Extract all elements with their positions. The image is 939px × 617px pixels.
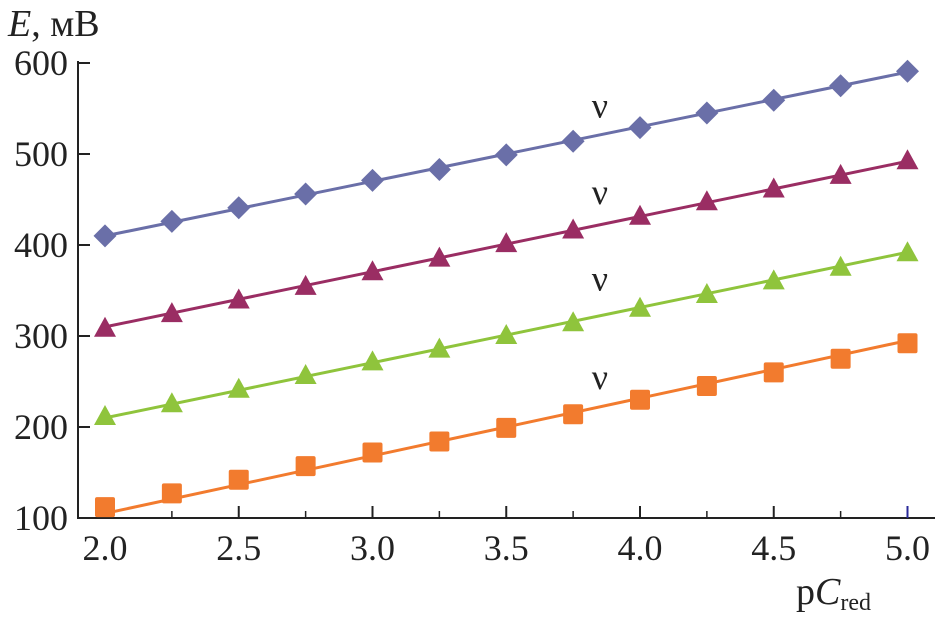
point-series-2 — [829, 163, 852, 184]
data-markers — [93, 59, 919, 518]
point-series-2 — [629, 204, 651, 225]
point-series-2 — [495, 232, 518, 253]
point-series-1 — [160, 209, 184, 233]
x-tick-label: 5.0 — [885, 528, 930, 568]
point-series-4 — [228, 469, 249, 490]
point-series-4 — [696, 376, 717, 397]
x-axis-title-prefix: p — [796, 571, 815, 613]
series-label-3: ν — [592, 259, 608, 299]
point-series-1 — [427, 157, 451, 181]
x-tick-label: 3.5 — [484, 528, 529, 568]
point-series-1 — [561, 129, 585, 153]
point-series-2 — [361, 260, 384, 281]
point-series-3 — [160, 392, 183, 413]
point-series-3 — [495, 324, 518, 344]
point-series-3 — [896, 241, 919, 262]
point-series-1 — [762, 88, 786, 112]
point-series-3 — [562, 311, 585, 332]
x-axis-title: pCred — [796, 571, 871, 616]
y-axis-title-symbol: E — [7, 3, 31, 45]
point-series-2 — [160, 302, 183, 323]
point-series-4 — [563, 404, 584, 425]
series-labels: ν ν ν ν — [592, 86, 608, 397]
point-series-2 — [94, 316, 116, 337]
point-series-4 — [897, 333, 918, 354]
point-series-3 — [695, 283, 718, 304]
fit-lines — [104, 70, 908, 515]
point-series-1 — [829, 74, 853, 98]
point-series-1 — [494, 143, 518, 167]
x-tick-label: 4.5 — [751, 528, 796, 568]
point-series-4 — [830, 348, 851, 369]
y-tick-label: 300 — [14, 316, 68, 356]
x-axis-title-symbol: C — [815, 571, 841, 613]
y-axis-title: E, мВ — [7, 3, 100, 45]
axes: 100 200 300 400 500 600 2.0 2.5 3.0 3.5 4.0 4.5 5.0 — [14, 43, 935, 568]
point-series-3 — [227, 377, 250, 398]
point-series-3 — [829, 255, 852, 276]
y-tick-label: 100 — [14, 498, 68, 538]
point-series-1 — [628, 116, 652, 140]
x-tick-label: 2.0 — [83, 528, 128, 568]
point-series-4 — [496, 417, 517, 438]
point-series-1 — [361, 168, 384, 192]
point-series-1 — [695, 101, 719, 125]
point-series-4 — [362, 442, 383, 463]
series-label-4: ν — [592, 357, 608, 397]
point-series-1 — [294, 182, 318, 206]
point-series-1 — [896, 59, 919, 83]
x-tick-label: 3.0 — [350, 528, 395, 568]
point-series-4 — [763, 362, 784, 383]
point-series-2 — [562, 218, 585, 239]
point-series-4 — [95, 497, 115, 518]
y-tick-label: 500 — [14, 134, 68, 174]
point-series-3 — [294, 364, 317, 385]
point-series-4 — [429, 431, 450, 452]
point-series-2 — [428, 246, 451, 267]
point-series-4 — [161, 483, 182, 504]
x-tick-label: 4.0 — [618, 528, 663, 568]
x-tick-label: 2.5 — [216, 528, 261, 568]
point-series-3 — [361, 350, 384, 371]
point-series-3 — [629, 296, 651, 317]
point-series-4 — [295, 456, 316, 477]
y-axis-title-unit: , мВ — [31, 3, 99, 45]
series-label-2: ν — [592, 172, 608, 212]
x-axis-title-subscript: red — [840, 590, 871, 616]
series-label-1: ν — [592, 86, 608, 126]
point-series-2 — [227, 288, 250, 309]
point-series-2 — [762, 177, 785, 198]
point-series-1 — [227, 196, 251, 220]
point-series-2 — [294, 274, 317, 295]
y-tick-label: 400 — [14, 225, 68, 265]
y-tick-label: 200 — [14, 407, 68, 447]
point-series-1 — [93, 224, 117, 248]
point-series-4 — [630, 389, 650, 410]
point-series-3 — [94, 404, 116, 425]
y-tick-label: 600 — [14, 43, 68, 83]
point-series-2 — [896, 149, 919, 170]
point-series-2 — [695, 190, 718, 211]
point-series-3 — [428, 337, 451, 358]
point-series-3 — [762, 269, 785, 290]
